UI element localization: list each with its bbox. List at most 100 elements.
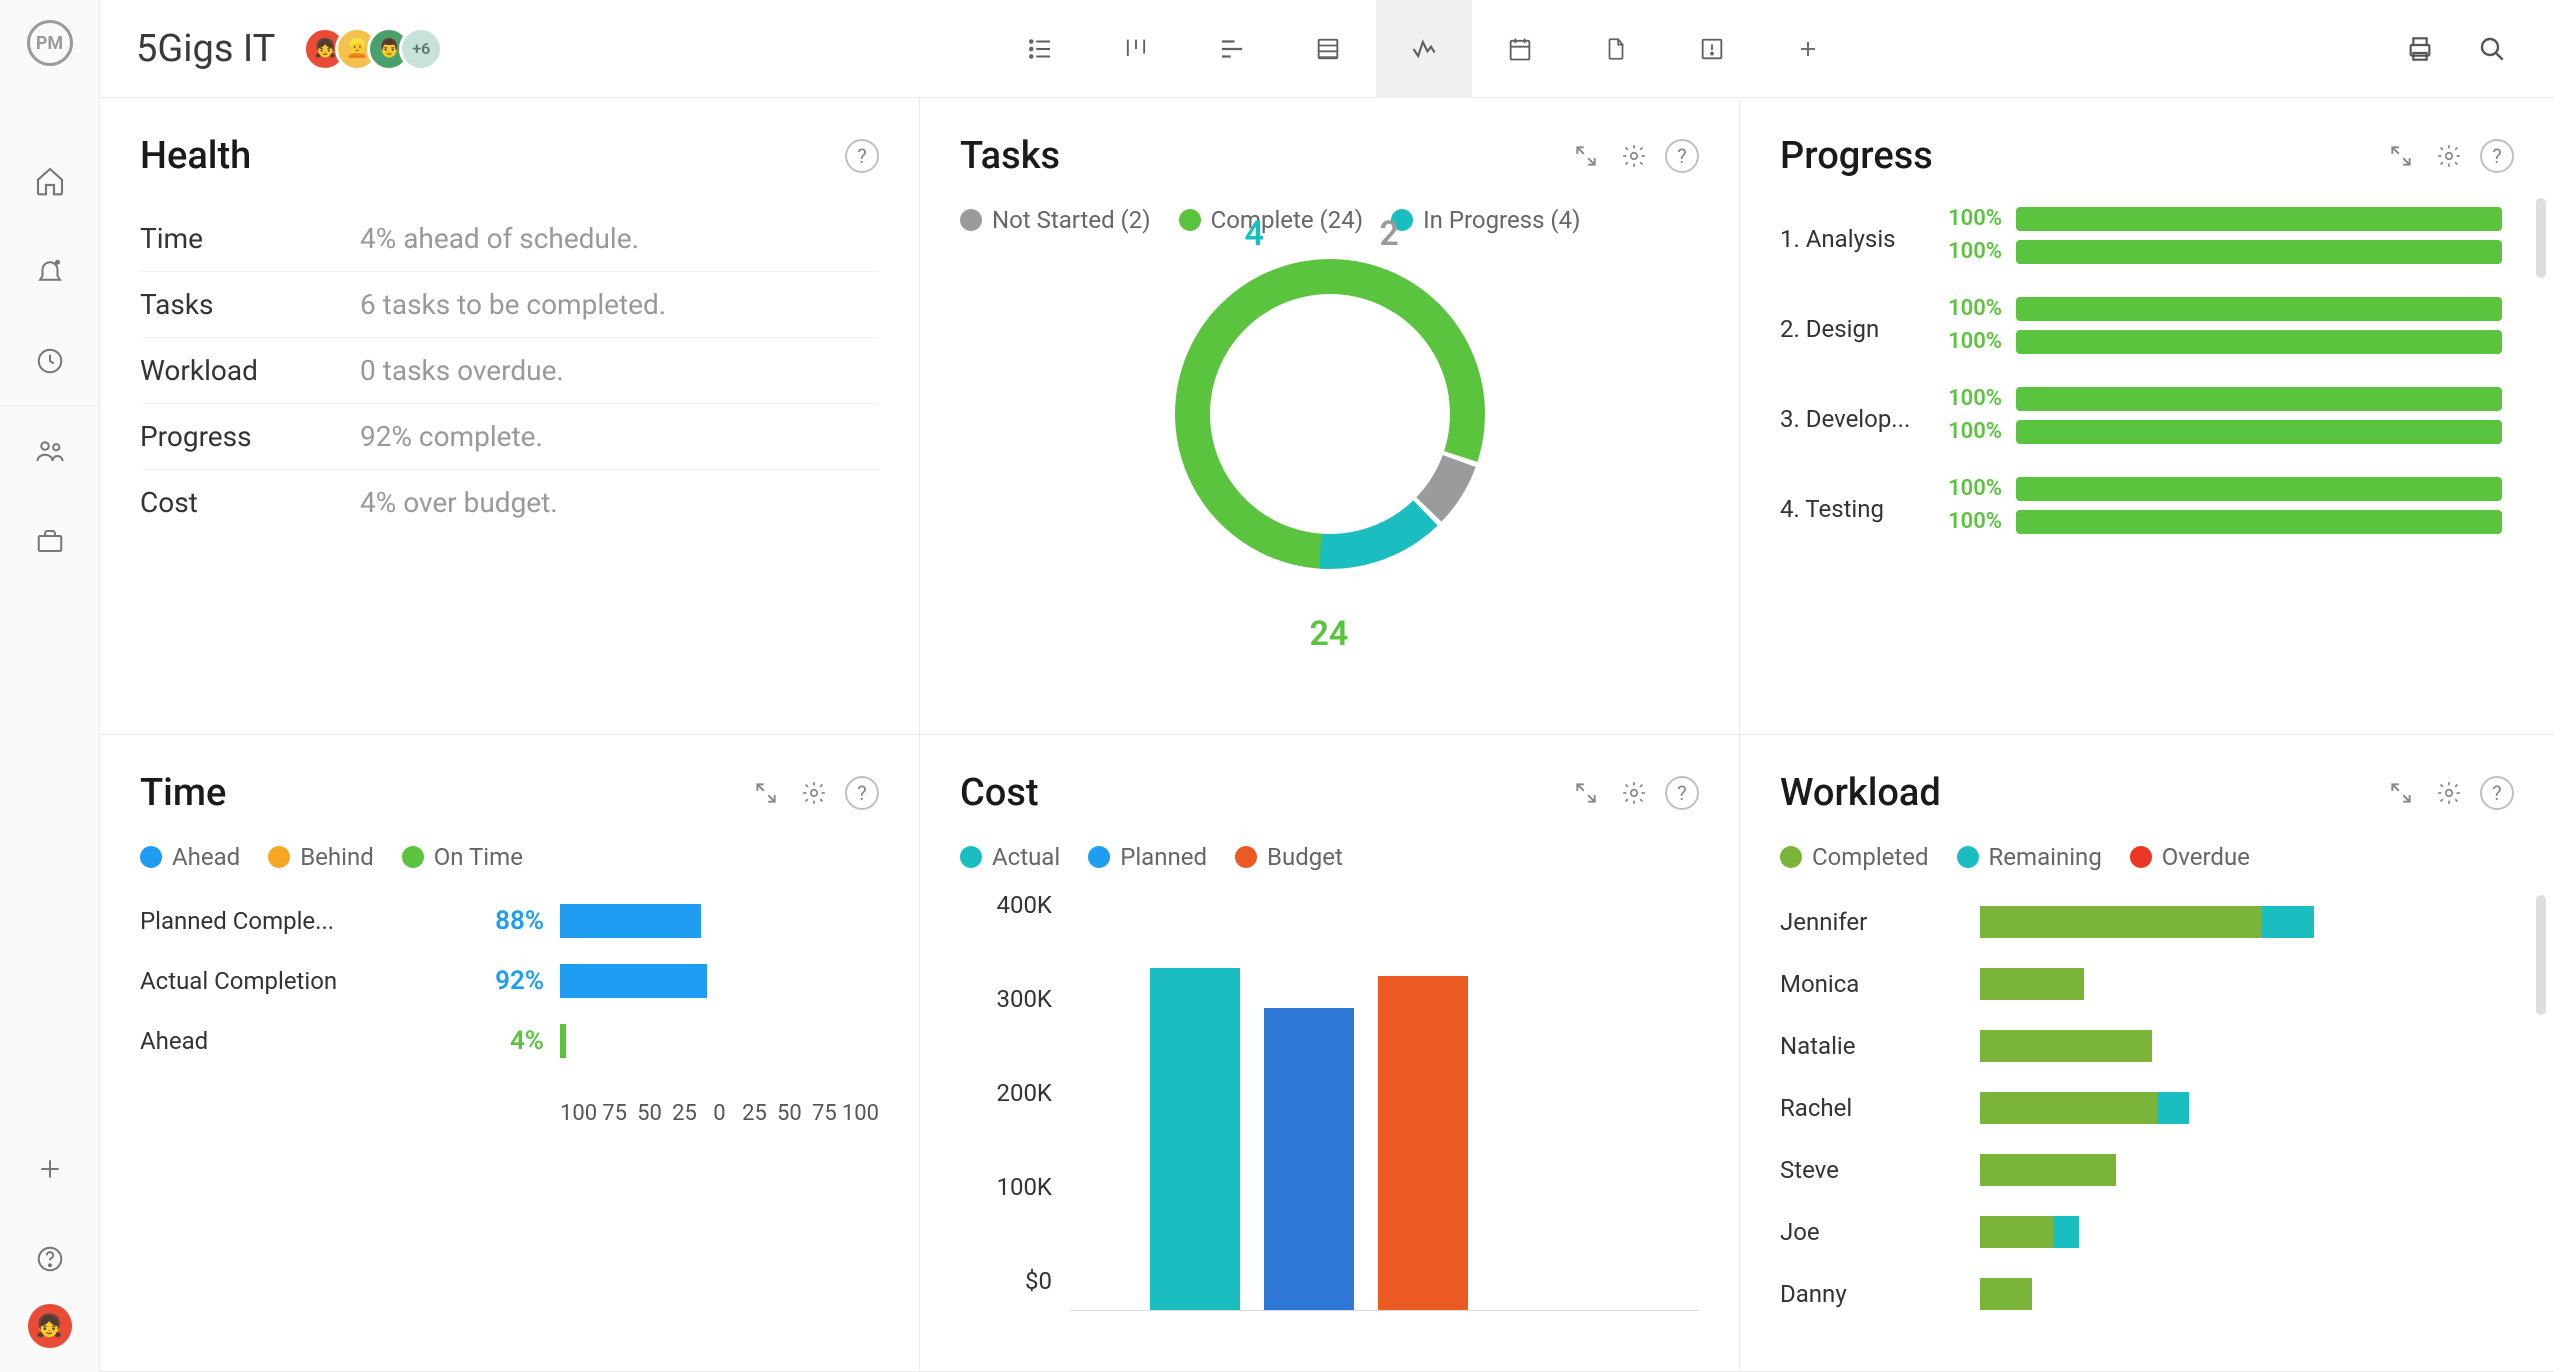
health-value: 4% ahead of schedule. bbox=[360, 222, 639, 255]
legend-label: Complete (24) bbox=[1211, 206, 1363, 234]
legend-dot bbox=[1088, 846, 1110, 868]
workload-row: Monica bbox=[1780, 953, 2502, 1015]
panel-cost: Cost ? ActualPlannedBudget 400K300K200K1… bbox=[920, 735, 1740, 1372]
time-bar bbox=[560, 964, 707, 998]
workload-name: Joe bbox=[1780, 1218, 1980, 1246]
progress-pct: 100% bbox=[1930, 329, 2002, 354]
workload-list: JenniferMonicaNatalieRachelSteveJoeDanny bbox=[1780, 891, 2514, 1311]
view-file-icon[interactable] bbox=[1568, 0, 1664, 98]
nav-home-icon[interactable] bbox=[0, 136, 99, 226]
scrollbar[interactable] bbox=[2536, 895, 2546, 1015]
cost-legend: ActualPlannedBudget bbox=[960, 843, 1699, 871]
legend-label: Completed bbox=[1812, 843, 1929, 871]
expand-icon[interactable] bbox=[1569, 139, 1603, 173]
workload-bar bbox=[1980, 1092, 2502, 1124]
panel-tasks: Tasks ? Not Started (2)Complete (24)In P… bbox=[920, 98, 1740, 735]
help-icon[interactable]: ? bbox=[845, 776, 879, 810]
view-gantt-icon[interactable] bbox=[1184, 0, 1280, 98]
health-value: 4% over budget. bbox=[360, 486, 558, 519]
time-row: Planned Comple... 88% bbox=[140, 891, 879, 951]
gear-icon[interactable] bbox=[1617, 776, 1651, 810]
member-avatar-more[interactable]: +6 bbox=[399, 27, 443, 71]
workload-segment bbox=[1980, 968, 2084, 1000]
nav-briefcase-icon[interactable] bbox=[0, 496, 99, 586]
legend-label: In Progress (4) bbox=[1423, 206, 1580, 234]
time-row: Ahead 4% bbox=[140, 1011, 879, 1071]
progress-pct: 100% bbox=[1930, 509, 2002, 534]
legend-dot bbox=[2130, 846, 2152, 868]
help-icon[interactable]: ? bbox=[2480, 139, 2514, 173]
workload-row: Danny bbox=[1780, 1263, 2502, 1311]
cost-bar-chart: 400K300K200K100K$0 bbox=[960, 891, 1699, 1311]
nav-help-icon[interactable] bbox=[0, 1214, 99, 1304]
workload-name: Natalie bbox=[1780, 1032, 1980, 1060]
nav-notifications-icon[interactable] bbox=[0, 226, 99, 316]
gear-icon[interactable] bbox=[2432, 776, 2466, 810]
help-icon[interactable]: ? bbox=[845, 139, 879, 173]
progress-bar bbox=[2016, 477, 2502, 501]
view-board-icon[interactable] bbox=[1088, 0, 1184, 98]
workload-bar bbox=[1980, 1278, 2502, 1310]
member-avatars[interactable]: 👧👱👨+6 bbox=[303, 27, 443, 71]
legend-label: Not Started (2) bbox=[992, 206, 1151, 234]
panel-title: Workload bbox=[1780, 771, 2384, 815]
view-add-icon[interactable] bbox=[1760, 0, 1856, 98]
expand-icon[interactable] bbox=[749, 776, 783, 810]
legend-item: Not Started (2) bbox=[960, 206, 1151, 234]
gear-icon[interactable] bbox=[2432, 139, 2466, 173]
workload-row: Natalie bbox=[1780, 1015, 2502, 1077]
help-icon[interactable]: ? bbox=[1665, 776, 1699, 810]
expand-icon[interactable] bbox=[2384, 139, 2418, 173]
scrollbar[interactable] bbox=[2536, 198, 2546, 278]
workload-name: Monica bbox=[1780, 970, 1980, 998]
help-icon[interactable]: ? bbox=[2480, 776, 2514, 810]
legend-dot bbox=[268, 846, 290, 868]
axis-tick: 75 bbox=[807, 1101, 842, 1126]
expand-icon[interactable] bbox=[2384, 776, 2418, 810]
current-user-avatar[interactable]: 👧 bbox=[28, 1304, 72, 1348]
print-icon[interactable] bbox=[2404, 33, 2436, 65]
axis-tick: 75 bbox=[597, 1101, 632, 1126]
gear-icon[interactable] bbox=[797, 776, 831, 810]
progress-item: 1. Analysis100%100% bbox=[1780, 206, 2502, 272]
app-logo[interactable]: PM bbox=[27, 20, 73, 66]
search-icon[interactable] bbox=[2476, 33, 2508, 65]
time-row-pct: 88% bbox=[460, 906, 560, 936]
time-axis: 1007550250255075100 bbox=[560, 1101, 879, 1126]
legend-item: Planned bbox=[1088, 843, 1207, 871]
expand-icon[interactable] bbox=[1569, 776, 1603, 810]
axis-tick: 200K bbox=[960, 1079, 1070, 1107]
progress-pct: 100% bbox=[1930, 206, 2002, 231]
time-chart: Planned Comple... 88% Actual Completion … bbox=[140, 891, 879, 1071]
legend-dot bbox=[1957, 846, 1979, 868]
time-bar bbox=[560, 1024, 566, 1058]
legend-label: On Time bbox=[434, 843, 523, 871]
workload-bar bbox=[1980, 1030, 2502, 1062]
view-list-icon[interactable] bbox=[992, 0, 1088, 98]
legend-label: Behind bbox=[300, 843, 374, 871]
help-icon[interactable]: ? bbox=[1665, 139, 1699, 173]
health-label: Progress bbox=[140, 420, 360, 453]
workload-row: Rachel bbox=[1780, 1077, 2502, 1139]
health-row: Time4% ahead of schedule. bbox=[140, 206, 879, 272]
nav-team-icon[interactable] bbox=[0, 406, 99, 496]
workload-segment bbox=[1980, 1216, 2053, 1248]
progress-bar bbox=[2016, 510, 2502, 534]
gear-icon[interactable] bbox=[1617, 139, 1651, 173]
progress-pct: 100% bbox=[1930, 476, 2002, 501]
workload-bar bbox=[1980, 1154, 2502, 1186]
workload-name: Steve bbox=[1780, 1156, 1980, 1184]
workload-segment bbox=[2053, 1216, 2079, 1248]
view-sheet-icon[interactable] bbox=[1280, 0, 1376, 98]
view-calendar-icon[interactable] bbox=[1472, 0, 1568, 98]
legend-item: Completed bbox=[1780, 843, 1929, 871]
nav-recent-icon[interactable] bbox=[0, 316, 99, 406]
view-risk-icon[interactable] bbox=[1664, 0, 1760, 98]
workload-bar bbox=[1980, 906, 2502, 938]
legend-dot bbox=[1780, 846, 1802, 868]
view-dashboard-icon[interactable] bbox=[1376, 0, 1472, 98]
panel-health: Health ? Time4% ahead of schedule.Tasks6… bbox=[100, 98, 920, 735]
cost-bar bbox=[1150, 968, 1240, 1310]
nav-add-icon[interactable] bbox=[0, 1124, 99, 1214]
progress-name: 2. Design bbox=[1780, 315, 1930, 343]
